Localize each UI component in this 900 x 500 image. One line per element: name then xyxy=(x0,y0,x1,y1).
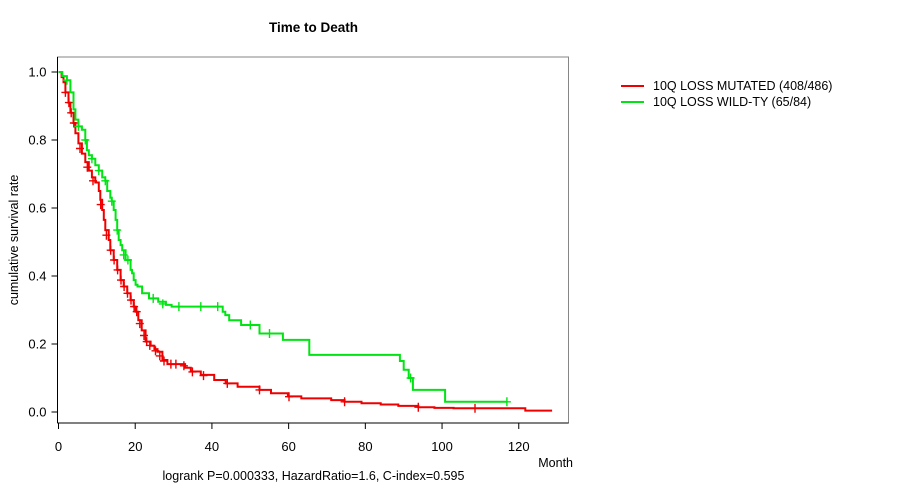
y-axis-title: cumulative survival rate xyxy=(7,174,21,306)
y-tick-label: 0.0 xyxy=(28,405,46,420)
y-tick-label: 0.2 xyxy=(28,337,46,352)
y-tick-label: 1.0 xyxy=(28,65,46,80)
legend-line-swatch-mutated xyxy=(621,85,644,87)
x-tick-label: 40 xyxy=(205,439,219,454)
legend-label-wildtype: 10Q LOSS WILD-TY (65/84) xyxy=(653,95,812,109)
survival-curve-mutated xyxy=(58,71,553,412)
plot-box xyxy=(57,56,569,424)
legend-item-mutated: 10Q LOSS MUTATED (408/486) xyxy=(621,78,832,94)
y-tick-label: 0.8 xyxy=(28,133,46,148)
legend-item-wildtype: 10Q LOSS WILD-TY (65/84) xyxy=(621,94,832,110)
y-tick-label: 0.6 xyxy=(28,201,46,216)
x-tick-label: 120 xyxy=(508,439,530,454)
x-tick-label: 80 xyxy=(358,439,372,454)
legend-label-mutated: 10Q LOSS MUTATED (408/486) xyxy=(653,79,833,93)
survival-curve-wildtype xyxy=(58,71,507,403)
x-tick-label: 20 xyxy=(128,439,142,454)
x-tick-label: 100 xyxy=(431,439,453,454)
statistics-footnote: logrank P=0.000333, HazardRatio=1.6, C-i… xyxy=(162,469,465,483)
legend-line-swatch-wildtype xyxy=(621,101,644,103)
legend: 10Q LOSS MUTATED (408/486) 10Q LOSS WILD… xyxy=(621,78,832,110)
censor-marks-mutated xyxy=(61,87,479,413)
x-axis-title: Month xyxy=(538,456,573,470)
chart-title: Time to Death xyxy=(268,20,358,35)
y-tick-label: 0.4 xyxy=(28,269,46,284)
censor-marks-wildtype xyxy=(62,75,511,407)
x-tick-label: 0 xyxy=(55,439,62,454)
x-tick-label: 60 xyxy=(281,439,295,454)
